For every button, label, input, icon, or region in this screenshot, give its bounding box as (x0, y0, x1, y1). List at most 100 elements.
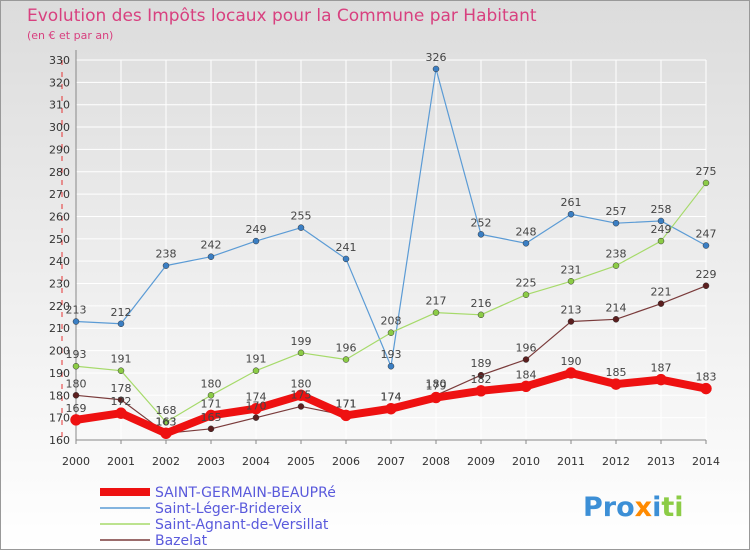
data-labels: 213 212 238 242 249 255 241 193 326 252 248 261 257 2… (66, 51, 717, 428)
data-point (610, 378, 622, 390)
data-label: 225 (516, 277, 537, 290)
data-label: 180 (291, 377, 312, 390)
data-label: 241 (336, 241, 357, 254)
data-label: 168 (156, 404, 177, 417)
data-label: 249 (246, 223, 267, 236)
data-label: 238 (606, 248, 627, 261)
data-point (160, 427, 172, 440)
x-tick-label: 2012 (602, 455, 630, 468)
data-point (700, 382, 712, 395)
legend-label: Saint-Léger-Bridereix (155, 501, 302, 517)
data-point (340, 409, 352, 422)
data-point (297, 403, 305, 410)
x-tick-label: 2010 (512, 455, 540, 468)
x-tick-label: 2011 (557, 455, 585, 468)
data-point (252, 237, 260, 245)
series-SAINT-GERMAIN-BEAUPRé (70, 367, 712, 440)
data-point (117, 396, 125, 404)
data-point (477, 231, 485, 238)
data-label: 184 (516, 368, 537, 381)
data-label: 183 (696, 371, 717, 384)
data-label: 213 (561, 304, 582, 317)
data-label: 238 (156, 248, 177, 261)
data-point (432, 309, 440, 316)
data-label: 214 (606, 301, 627, 314)
data-point (205, 409, 217, 422)
data-label: 179 (426, 380, 447, 393)
y-tick-label: 320 (49, 76, 70, 89)
data-point (207, 392, 215, 399)
data-point (565, 367, 577, 379)
data-point (477, 371, 485, 379)
series-Saint-Agnant-de-Versillat (72, 179, 710, 426)
data-point (657, 300, 665, 307)
y-tick-label: 290 (49, 143, 70, 156)
y-tick-label: 260 (49, 210, 70, 223)
data-point (117, 320, 125, 328)
data-label: 180 (66, 377, 87, 390)
series-group (70, 65, 712, 440)
chart-subtitle: (en € et par an) (27, 29, 113, 42)
legend-item: SAINT-GERMAIN-BEAUPRé (100, 485, 336, 501)
legend-item: Saint-Agnant-de-Versillat (100, 517, 329, 533)
data-label: 248 (516, 225, 537, 238)
x-tick-label: 2009 (467, 455, 495, 468)
data-point (657, 217, 665, 225)
legend-item: Bazelat (100, 533, 208, 549)
data-point (252, 367, 260, 374)
data-point (567, 318, 575, 325)
x-tick-label: 2003 (197, 455, 225, 468)
data-label: 221 (651, 286, 672, 299)
data-label: 174 (381, 391, 402, 404)
y-tick-label: 240 (49, 255, 70, 268)
data-label: 175 (291, 388, 312, 401)
y-tick-label: 190 (49, 367, 70, 380)
data-point (567, 278, 575, 285)
x-tick-labels: 2000 2001 2002 2003 2004 2005 2006 2007 2008 2009… (62, 455, 720, 468)
data-label: 169 (66, 402, 87, 415)
data-point (342, 356, 350, 363)
data-label: 171 (336, 397, 357, 410)
data-label: 229 (696, 268, 717, 281)
data-label: 185 (606, 366, 627, 379)
data-label: 182 (471, 373, 492, 386)
data-label: 275 (696, 165, 717, 178)
x-tick-label: 2004 (242, 455, 270, 468)
legend-label: Bazelat (155, 533, 208, 549)
data-point (297, 224, 305, 231)
data-label: 174 (381, 391, 402, 404)
y-tick-label: 220 (49, 300, 70, 313)
data-label: 180 (426, 377, 447, 390)
data-label: 193 (66, 348, 87, 361)
data-label: 171 (201, 397, 222, 410)
data-label: 247 (696, 228, 717, 241)
data-point (72, 318, 80, 325)
data-label: 257 (606, 205, 627, 218)
data-label: 196 (516, 342, 537, 355)
data-label: 190 (561, 355, 582, 368)
data-point (522, 240, 530, 247)
y-tick-label: 270 (49, 188, 70, 201)
axes (61, 50, 707, 444)
y-tick-label: 310 (49, 99, 70, 112)
x-tick-label: 2001 (107, 455, 135, 468)
x-tick-label: 2005 (287, 455, 315, 468)
data-label: 212 (111, 306, 132, 319)
data-point (207, 253, 215, 260)
data-point (612, 262, 620, 269)
data-point (475, 385, 487, 397)
data-point (387, 362, 395, 370)
data-label: 187 (651, 362, 672, 375)
x-tick-label: 2002 (152, 455, 180, 468)
data-point (702, 179, 710, 187)
x-tick-label: 2007 (377, 455, 405, 468)
data-point (432, 65, 440, 73)
x-tick-label: 2006 (332, 455, 360, 468)
data-label: 163 (156, 415, 177, 428)
data-point (162, 262, 170, 269)
data-label: 252 (471, 216, 492, 229)
data-label: 255 (291, 210, 312, 223)
legend-item: Saint-Léger-Bridereix (100, 501, 302, 517)
y-tick-label: 230 (49, 278, 70, 291)
y-tick-labels: 160 170 180 190 200 210 220 230 240 250 260 270 280 2… (49, 54, 70, 447)
